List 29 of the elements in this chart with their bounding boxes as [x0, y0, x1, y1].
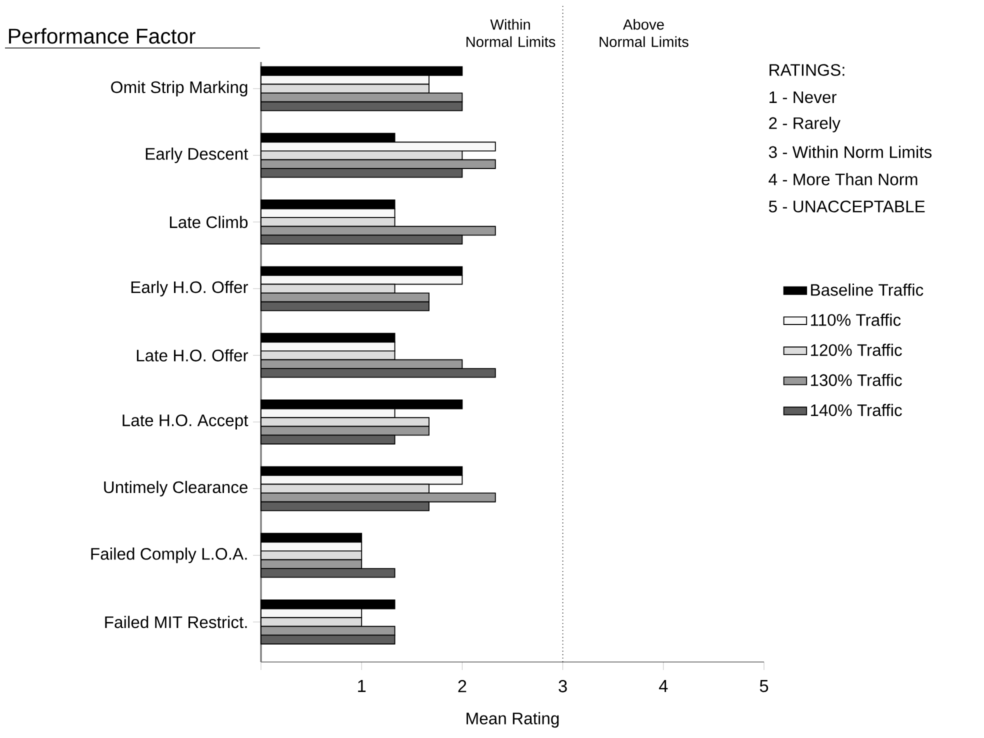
- text: RATINGS:: [770, 64, 844, 76]
- y-tick-label: Late H.O. Offer: [136, 349, 248, 362]
- annotation: Within Normal Limits: [466, 18, 556, 48]
- text: Performance Factor: [9, 28, 196, 44]
- legend-label: 140% Traffic: [810, 404, 902, 416]
- x-tick-label: 1: [358, 680, 366, 692]
- annotation: Above Normal Limits: [600, 18, 688, 48]
- y-tick-label: Late Climb: [170, 216, 248, 228]
- y-tick-label: Failed Comply L.O.A.: [91, 548, 247, 564]
- legend-label: 120% Traffic: [810, 344, 902, 356]
- y-tick-label: Untimely Clearance: [104, 480, 248, 496]
- y-tick-label: Early H.O. Offer: [131, 280, 248, 296]
- x-tick-label: 4: [658, 680, 668, 692]
- x-tick-label: 3: [558, 680, 567, 692]
- x-axis-title: Mean Rating: [466, 712, 559, 728]
- text: 4 - More Than Norm: [768, 173, 918, 186]
- y-tick-label: Late H.O. Accept: [122, 414, 248, 430]
- y-tick-label: Failed MIT Restrict.: [105, 616, 247, 628]
- x-tick-label: 5: [760, 680, 768, 692]
- x-tick-label: 2: [458, 680, 466, 692]
- legend-label: Baseline Traffic: [811, 284, 924, 296]
- text: 1 - Never: [770, 91, 837, 104]
- legend-label: 110% Traffic: [810, 314, 901, 326]
- text: 5 - UNACCEPTABLE: [768, 200, 925, 212]
- legend-label: 130% Traffic: [810, 374, 902, 386]
- y-tick-label: Early Descent: [146, 148, 248, 164]
- text: 2 - Rarely: [769, 116, 840, 132]
- y-tick-label: Omit Strip Marking: [111, 80, 248, 96]
- text: 3 - Within Norm Limits: [768, 146, 932, 158]
